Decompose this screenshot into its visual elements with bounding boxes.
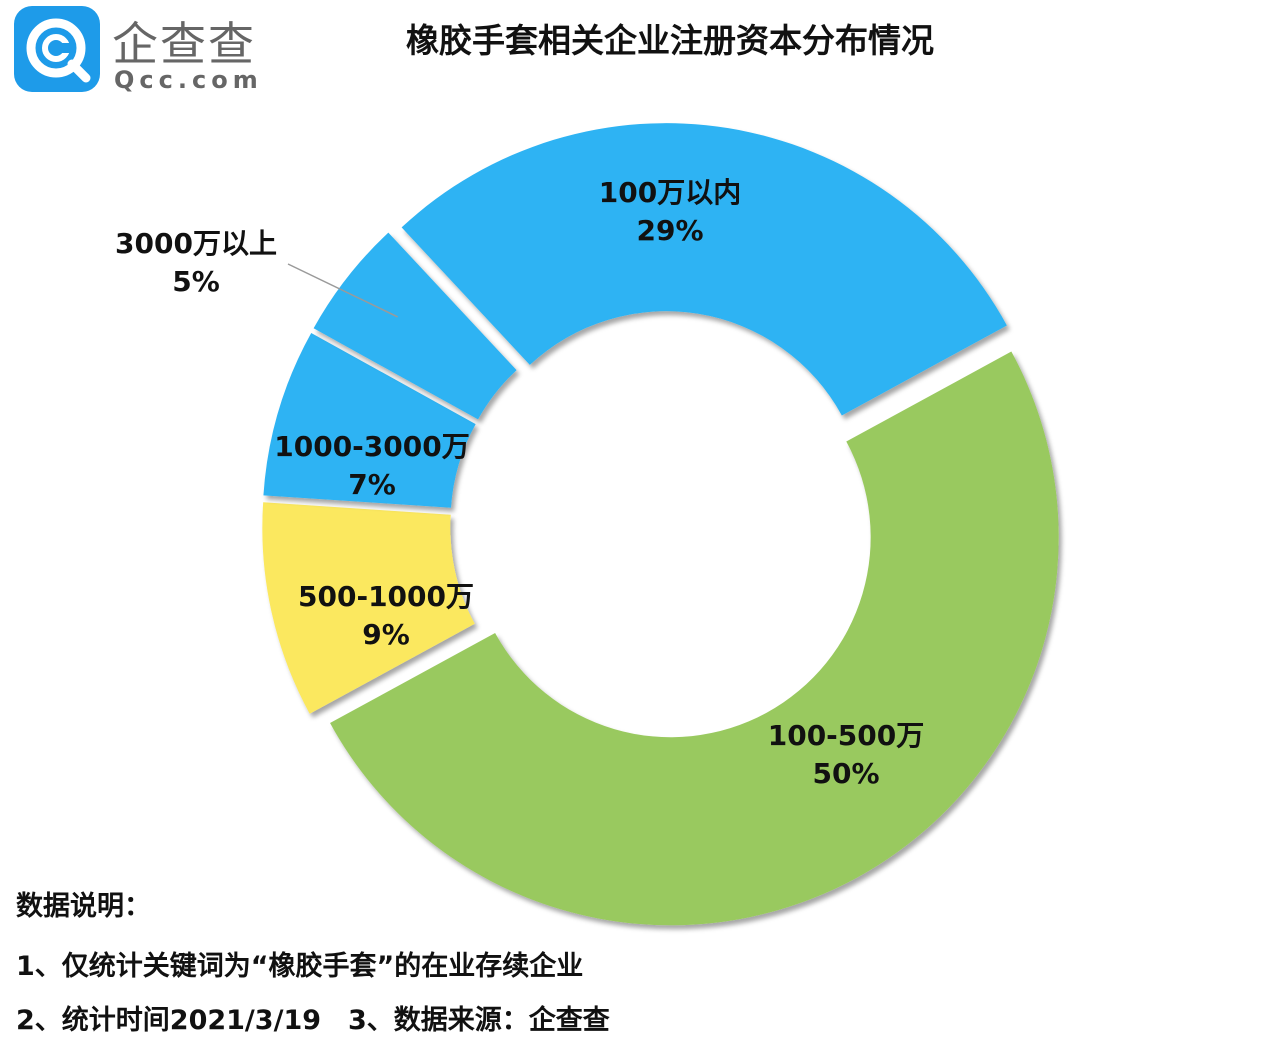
slice-percent-label: 29% [636,214,703,247]
logo-brand-cn: 企查查 [112,17,256,71]
qcc-logo: 企查查 Qcc.com [14,6,264,96]
slice-percent-label: 50% [812,757,879,790]
logo-brand-en: Qcc.com [114,66,263,94]
slice-category-label: 100万以内 [599,176,741,209]
notes-line-1: 1、仅统计关键词为“橡胶手套”的在业存续企业 [16,951,584,982]
slice-4 [263,332,476,508]
notes-heading: 数据说明： [16,891,151,922]
slice-1 [401,123,1007,416]
slice-percent-label: 9% [362,618,410,651]
slice-2 [330,351,1059,926]
leader-line [287,263,398,318]
slice-category-label: 1000-3000万 [274,430,469,463]
slice-percent-label: 5% [172,265,220,298]
slice-category-label: 3000万以上 [115,227,277,260]
chart-title: 橡胶手套相关企业注册资本分布情况 [406,21,934,60]
slice-3 [262,502,475,714]
qcc-logo-icon [14,6,100,92]
slice-5 [313,232,517,420]
notes-line-2: 2、统计时间2021/3/19 3、数据来源：企查查 [16,1005,610,1036]
slice-percent-label: 7% [348,468,396,501]
slice-category-label: 100-500万 [768,719,925,752]
slice-category-label: 500-1000万 [298,580,474,613]
